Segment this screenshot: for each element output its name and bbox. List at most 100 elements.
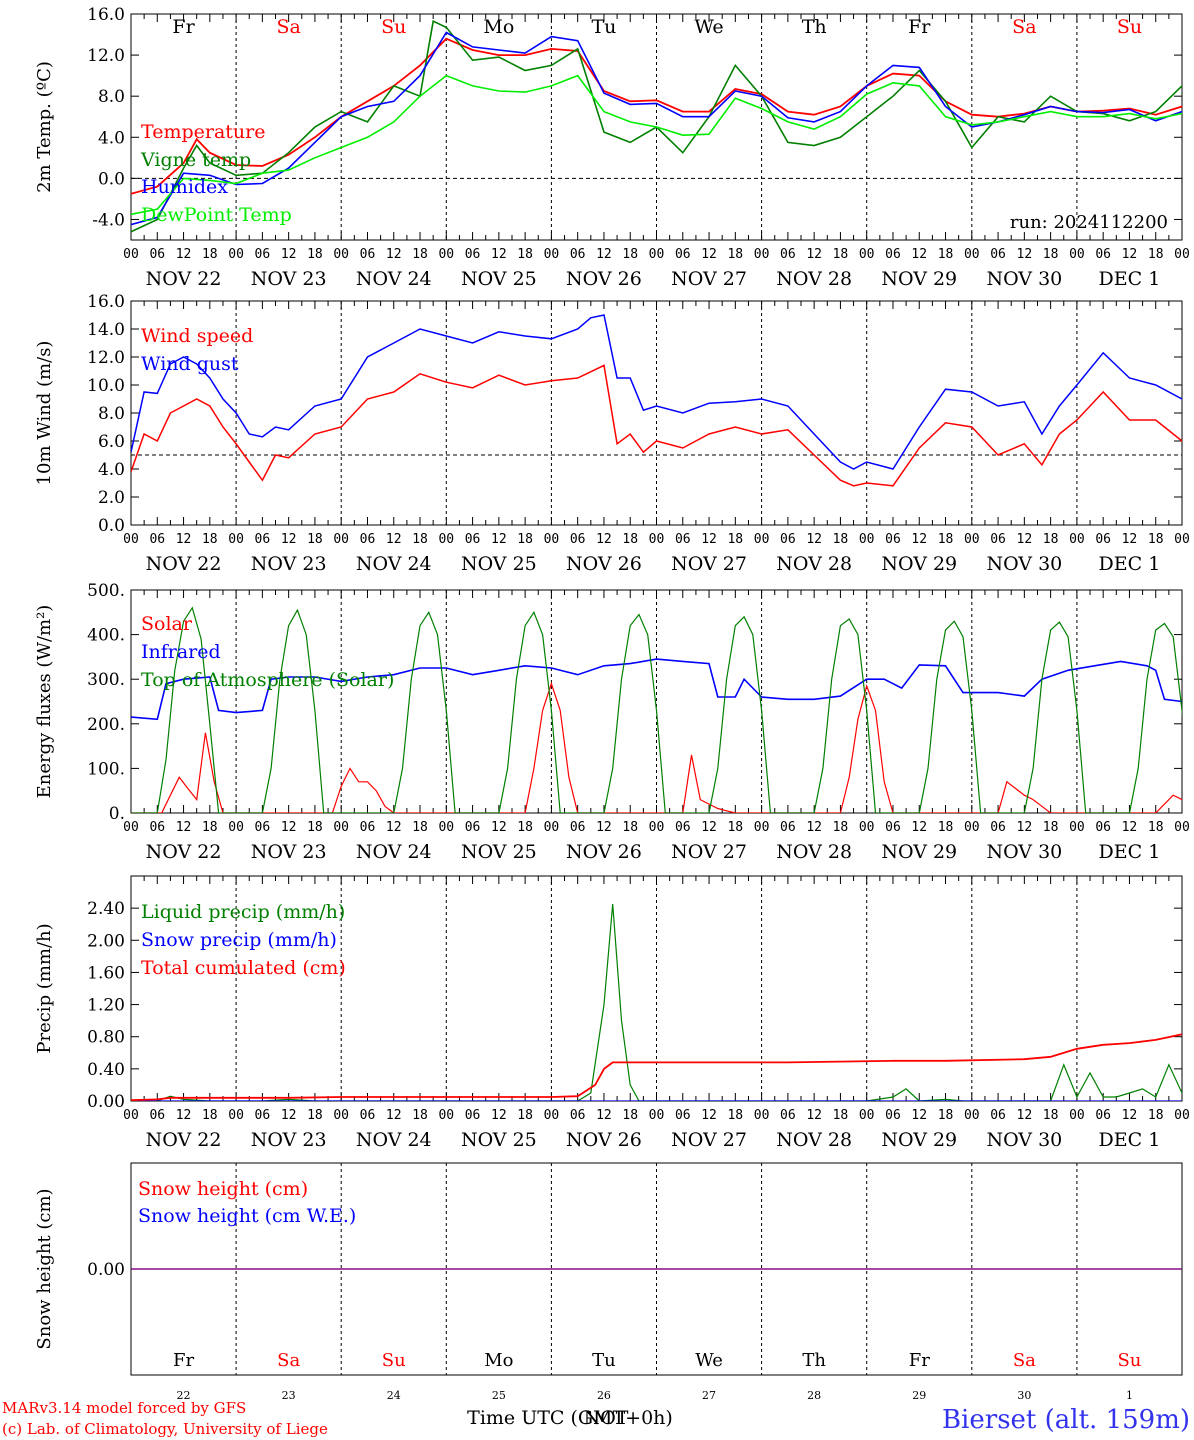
x-date-label: NOV 28 (776, 1129, 852, 1151)
x-hour-label: 12 (806, 532, 822, 547)
x-hour-label: 00 (1069, 820, 1085, 835)
x-hour-label: 00 (859, 1108, 875, 1123)
x-hour-label: 12 (176, 532, 192, 547)
y-tick-label: 4.0 (98, 460, 125, 480)
x-hour-label: 18 (1148, 247, 1164, 262)
x-hour-label: 06 (675, 1108, 691, 1123)
x-hour-label: 12 (806, 1108, 822, 1123)
day-number-label: 29 (912, 1389, 926, 1402)
series-line-wind-speed (131, 364, 1182, 487)
x-hour-label: 12 (596, 532, 612, 547)
x-hour-label: 00 (544, 1108, 560, 1123)
x-hour-label: 18 (938, 247, 954, 262)
x-date-label: DEC 1 (1099, 841, 1161, 863)
x-date-label: NOV 26 (566, 553, 642, 575)
x-axis-title: Time UTC (GMT+0h) (467, 1407, 673, 1429)
x-hour-label: 00 (228, 1108, 244, 1123)
x-hour-label: 18 (938, 1108, 954, 1123)
x-hour-label: 00 (649, 820, 665, 835)
weekday-label: Sa (1013, 1350, 1036, 1371)
x-hour-label: 00 (228, 532, 244, 547)
x-hour-label: 00 (1069, 532, 1085, 547)
x-hour-label: 06 (360, 1108, 376, 1123)
x-hour-label: 18 (622, 1108, 638, 1123)
x-hour-label: 06 (675, 247, 691, 262)
y-axis-title: Precip (mm/h) (34, 923, 55, 1053)
x-date-label: NOV 26 (566, 841, 642, 863)
x-hour-label: 18 (727, 247, 743, 262)
day-number-label: 1 (1126, 1389, 1133, 1402)
y-axis-title: Energy fluxes (W/m²) (34, 605, 55, 799)
day-number-label: 24 (387, 1389, 401, 1402)
day-number-label: 30 (1017, 1389, 1031, 1402)
x-hour-label: 00 (123, 247, 139, 262)
x-date-label: DEC 1 (1099, 553, 1161, 575)
x-hour-label: 18 (1043, 247, 1059, 262)
series-line-top-of-atmosphere-solar- (131, 606, 1182, 813)
y-axis-title: 2m Temp. (ºC) (34, 61, 55, 193)
x-date-label: NOV 27 (671, 1129, 747, 1151)
x-hour-label: 12 (701, 532, 717, 547)
x-date-label: NOV 28 (776, 553, 852, 575)
x-hour-label: 12 (911, 532, 927, 547)
y-tick-label: 1.20 (87, 996, 125, 1016)
legend-entry: Wind speed (141, 325, 253, 347)
weekday-label: Su (382, 1350, 406, 1371)
series-line-temperature (131, 37, 1182, 195)
x-hour-label: 18 (202, 532, 218, 547)
x-hour-label: 12 (491, 820, 507, 835)
x-hour-label: 18 (1148, 820, 1164, 835)
x-hour-label: 06 (149, 247, 165, 262)
x-hour-label: 06 (675, 820, 691, 835)
day-number-label: 22 (177, 1389, 191, 1402)
weekday-label: Fr (173, 1350, 194, 1371)
x-hour-label: 18 (307, 1108, 323, 1123)
x-hour-label: 18 (727, 1108, 743, 1123)
y-tick-label: 8.0 (98, 87, 125, 107)
x-hour-label: 00 (649, 1108, 665, 1123)
x-hour-label: 00 (1069, 1108, 1085, 1123)
x-date-label: NOV 22 (146, 841, 222, 863)
x-hour-label: 00 (333, 532, 349, 547)
day-number-label: 27 (702, 1389, 716, 1402)
x-hour-label: 12 (1017, 247, 1033, 262)
x-hour-label: 00 (544, 820, 560, 835)
x-hour-label: 06 (255, 532, 271, 547)
x-date-label: NOV 23 (251, 841, 327, 863)
x-hour-label: 18 (307, 247, 323, 262)
x-hour-label: 18 (517, 247, 533, 262)
x-hour-label: 18 (307, 532, 323, 547)
x-hour-label: 06 (780, 247, 796, 262)
x-hour-label: 18 (517, 1108, 533, 1123)
y-axis-title: Snow height (cm) (34, 1188, 55, 1349)
panel-frame (130, 589, 1183, 814)
series-line-dewpoint-temp (131, 74, 1182, 216)
x-hour-label: 00 (333, 1108, 349, 1123)
x-hour-label: 06 (570, 532, 586, 547)
x-date-label: NOV 28 (776, 841, 852, 863)
x-hour-label: 12 (1122, 820, 1138, 835)
y-tick-label: 0.00 (87, 1092, 125, 1112)
legend-entry: Temperature (141, 121, 265, 143)
weekday-label: Sa (276, 16, 300, 38)
x-hour-label: 18 (307, 820, 323, 835)
x-hour-label: 12 (176, 1108, 192, 1123)
weekday-label: Su (1117, 1350, 1141, 1371)
day-number-label: 28 (807, 1389, 821, 1402)
legend-entry: Snow height (cm) (138, 1178, 308, 1200)
weekday-label: Th (802, 16, 827, 38)
y-tick-label: 12.0 (87, 46, 125, 66)
x-hour-label: 18 (833, 1108, 849, 1123)
x-hour-label: 00 (1174, 247, 1190, 262)
x-date-label: NOV 29 (881, 841, 957, 863)
panel-frame (130, 300, 1183, 526)
weekday-label: We (695, 1350, 723, 1371)
x-date-label: NOV 25 (461, 1129, 537, 1151)
x-hour-label: 18 (833, 247, 849, 262)
x-hour-label: 06 (360, 820, 376, 835)
legend-entry: Snow precip (mm/h) (141, 929, 337, 951)
day-number-label: 23 (282, 1389, 296, 1402)
y-tick-label: 300. (87, 670, 125, 690)
x-date-label: NOV 24 (356, 841, 432, 863)
x-hour-label: 12 (386, 532, 402, 547)
